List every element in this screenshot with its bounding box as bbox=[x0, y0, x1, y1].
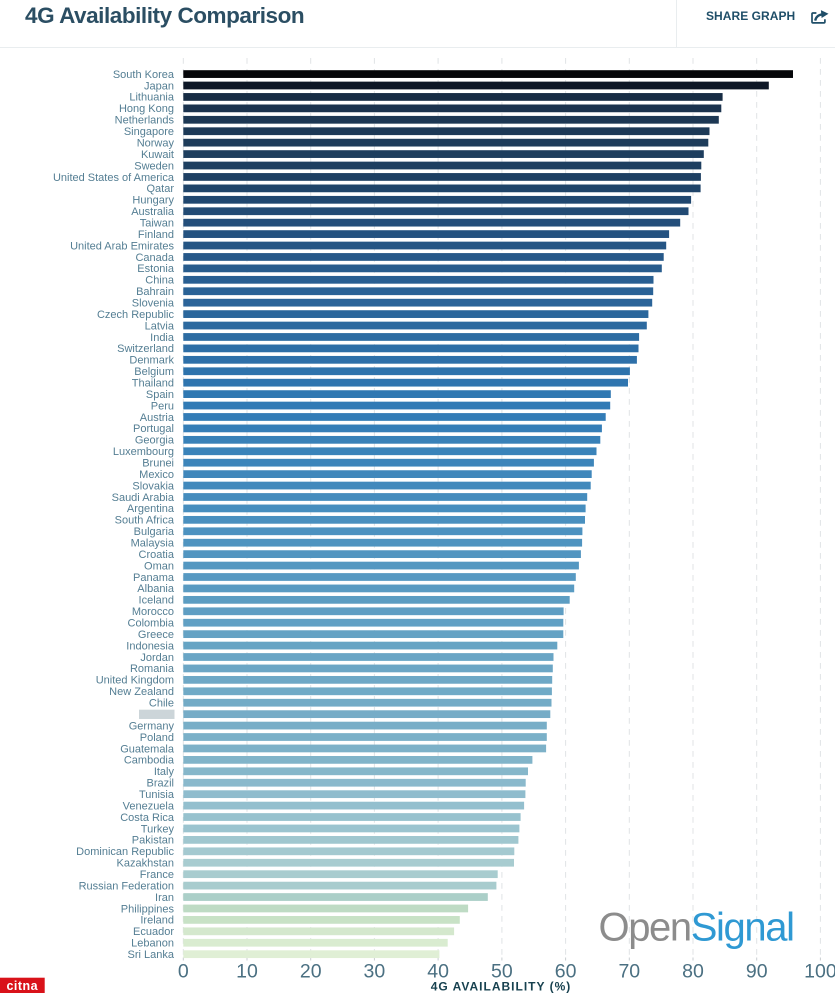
svg-text:Kuwait: Kuwait bbox=[141, 149, 174, 161]
svg-text:20: 20 bbox=[300, 961, 322, 983]
svg-text:Jordan: Jordan bbox=[140, 652, 174, 664]
svg-text:Bahrain: Bahrain bbox=[136, 286, 174, 298]
svg-text:Ecuador: Ecuador bbox=[133, 926, 174, 938]
svg-text:Luxembourg: Luxembourg bbox=[113, 446, 174, 458]
svg-text:OpenSignal: OpenSignal bbox=[599, 906, 794, 950]
svg-text:80: 80 bbox=[682, 961, 704, 983]
svg-text:Iran: Iran bbox=[155, 892, 174, 904]
svg-text:Brazil: Brazil bbox=[146, 778, 174, 790]
svg-text:70: 70 bbox=[618, 961, 640, 983]
svg-text:Albania: Albania bbox=[137, 583, 175, 595]
svg-text:Greece: Greece bbox=[138, 629, 174, 641]
svg-text:Spain: Spain bbox=[146, 389, 174, 401]
svg-text:Hungary: Hungary bbox=[132, 195, 174, 207]
svg-text:Netherlands: Netherlands bbox=[115, 115, 175, 127]
svg-text:Cambodia: Cambodia bbox=[124, 755, 175, 767]
svg-text:Lebanon: Lebanon bbox=[131, 938, 174, 950]
svg-text:Saudi Arabia: Saudi Arabia bbox=[112, 492, 175, 504]
svg-text:Iceland: Iceland bbox=[139, 595, 174, 607]
svg-text:Slovenia: Slovenia bbox=[132, 297, 175, 309]
svg-text:Bulgaria: Bulgaria bbox=[134, 526, 175, 538]
svg-text:Singapore: Singapore bbox=[124, 126, 174, 138]
svg-text:Slovakia: Slovakia bbox=[132, 480, 174, 492]
svg-text:Brunei: Brunei bbox=[142, 458, 174, 470]
svg-text:0: 0 bbox=[178, 961, 189, 983]
svg-text:90: 90 bbox=[746, 961, 768, 983]
svg-text:France: France bbox=[140, 869, 174, 881]
svg-text:Sri Lanka: Sri Lanka bbox=[128, 949, 175, 961]
svg-text:30: 30 bbox=[364, 961, 386, 983]
svg-text:50: 50 bbox=[491, 961, 513, 983]
svg-text:Latvia: Latvia bbox=[145, 320, 175, 332]
svg-text:Pakistan: Pakistan bbox=[132, 835, 174, 847]
svg-text:Japan: Japan bbox=[144, 80, 174, 92]
svg-text:South Korea: South Korea bbox=[113, 69, 175, 81]
svg-text:60: 60 bbox=[555, 961, 577, 983]
svg-text:Hong Kong: Hong Kong bbox=[119, 103, 174, 115]
svg-text:Finland: Finland bbox=[138, 229, 174, 241]
svg-text:Switzerland: Switzerland bbox=[117, 343, 174, 355]
svg-text:Sweden: Sweden bbox=[134, 160, 174, 172]
svg-text:Qatar: Qatar bbox=[146, 183, 174, 195]
svg-text:United Arab Emirates: United Arab Emirates bbox=[70, 240, 174, 252]
svg-text:United Kingdom: United Kingdom bbox=[96, 675, 174, 687]
svg-text:Ireland: Ireland bbox=[140, 915, 174, 927]
svg-text:Philippines: Philippines bbox=[121, 903, 175, 915]
svg-text:Malaysia: Malaysia bbox=[131, 538, 175, 550]
svg-text:Guatemala: Guatemala bbox=[120, 743, 175, 755]
svg-text:Poland: Poland bbox=[140, 732, 174, 744]
svg-text:10: 10 bbox=[236, 961, 258, 983]
svg-text:Germany: Germany bbox=[129, 720, 175, 732]
svg-text:Indonesia: Indonesia bbox=[126, 640, 175, 652]
svg-text:Venezuela: Venezuela bbox=[123, 800, 175, 812]
svg-text:United States of America: United States of America bbox=[53, 172, 175, 184]
svg-text:New Zealand: New Zealand bbox=[109, 686, 174, 698]
svg-text:4G AVAILABILITY (%): 4G AVAILABILITY (%) bbox=[431, 980, 572, 993]
svg-text:Chile: Chile bbox=[149, 698, 174, 710]
svg-text:India: India bbox=[150, 332, 175, 344]
svg-text:Peru: Peru bbox=[151, 400, 174, 412]
svg-text:Denmark: Denmark bbox=[129, 355, 174, 367]
svg-text:Lithuania: Lithuania bbox=[129, 92, 175, 104]
svg-text:citna: citna bbox=[6, 979, 38, 993]
svg-text:Kazakhstan: Kazakhstan bbox=[117, 858, 174, 870]
svg-text:Portugal: Portugal bbox=[133, 423, 174, 435]
svg-text:Costa Rica: Costa Rica bbox=[120, 812, 175, 824]
svg-text:Russian Federation: Russian Federation bbox=[79, 880, 174, 892]
svg-text:Thailand: Thailand bbox=[132, 377, 174, 389]
svg-text:Oman: Oman bbox=[144, 560, 174, 572]
svg-text:South Africa: South Africa bbox=[115, 515, 175, 527]
svg-text:Croatia: Croatia bbox=[139, 549, 175, 561]
svg-text:Panama: Panama bbox=[133, 572, 175, 584]
svg-text:Dominican Republic: Dominican Republic bbox=[76, 846, 174, 858]
svg-text:Austria: Austria bbox=[140, 412, 175, 424]
svg-text:100: 100 bbox=[804, 961, 835, 983]
svg-text:Norway: Norway bbox=[137, 137, 175, 149]
svg-text:Argentina: Argentina bbox=[127, 503, 175, 515]
svg-text:Mexico: Mexico bbox=[139, 469, 174, 481]
svg-text:Colombia: Colombia bbox=[128, 618, 175, 630]
svg-text:Romania: Romania bbox=[130, 663, 175, 675]
svg-text:Italy: Italy bbox=[154, 766, 175, 778]
svg-text:Morocco: Morocco bbox=[132, 606, 174, 618]
svg-text:40: 40 bbox=[427, 961, 449, 983]
svg-text:Czech Republic: Czech Republic bbox=[97, 309, 175, 321]
svg-text:Georgia: Georgia bbox=[135, 435, 175, 447]
svg-text:Belgium: Belgium bbox=[134, 366, 174, 378]
svg-text:Canada: Canada bbox=[135, 252, 174, 264]
svg-text:Turkey: Turkey bbox=[141, 823, 175, 835]
svg-text:Estonia: Estonia bbox=[137, 263, 175, 275]
svg-text:Australia: Australia bbox=[131, 206, 175, 218]
svg-text:China: China bbox=[145, 275, 175, 287]
svg-text:Tunisia: Tunisia bbox=[139, 789, 175, 801]
svg-text:Taiwan: Taiwan bbox=[140, 217, 174, 229]
